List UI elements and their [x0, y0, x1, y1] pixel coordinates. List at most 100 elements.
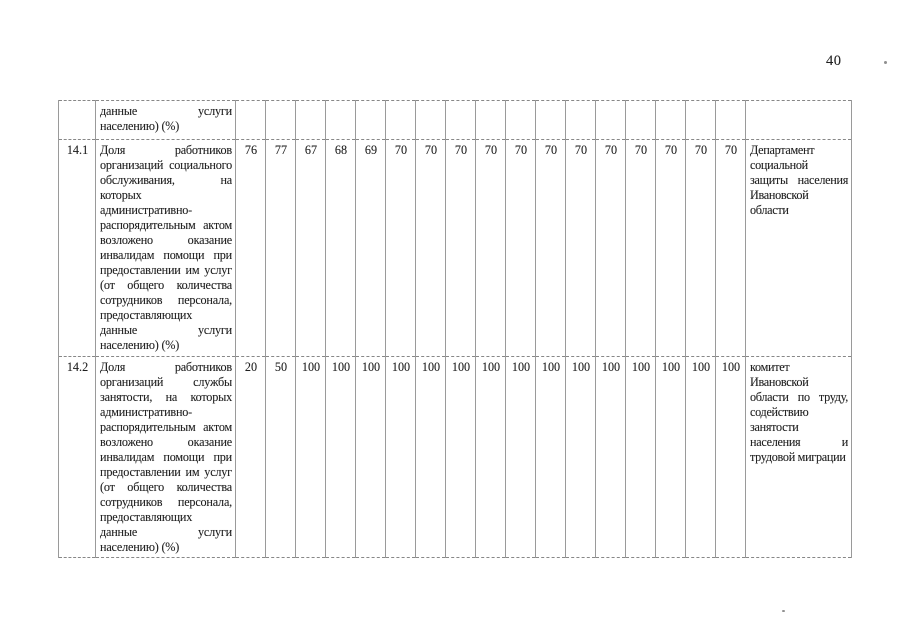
- responsible-org-cell: комитет Ивановской области по труду, содейств…: [745, 356, 852, 558]
- value-cell: [475, 100, 506, 140]
- text-line: населению) (%): [100, 119, 180, 133]
- text-line: обслуживания, на: [100, 173, 232, 187]
- value-cell: 70: [415, 139, 446, 357]
- value-cell: 100: [475, 356, 506, 558]
- text-line: Ивановской: [750, 188, 809, 202]
- text-line: возложено оказание: [100, 233, 232, 247]
- text-line: (от общего количества: [100, 480, 232, 494]
- value-cell: [625, 100, 656, 140]
- table-row: 14.1 Доля работников организаций социального…: [58, 139, 852, 357]
- page-number: 40: [826, 53, 842, 69]
- scan-speck: [884, 61, 887, 64]
- text-line: комитет: [750, 360, 790, 374]
- value-cell: 20: [235, 356, 266, 558]
- value-cell: [715, 100, 746, 140]
- value-cell: [535, 100, 566, 140]
- value-cell: [325, 100, 356, 140]
- text-line: инвалидам помощи при: [100, 450, 232, 464]
- value-cell: [565, 100, 596, 140]
- text-line: организаций социального: [100, 158, 232, 172]
- text-line: занятости, на которых: [100, 390, 232, 404]
- text-line: предоставляющих: [100, 308, 193, 322]
- text-line: населению) (%): [100, 540, 180, 554]
- responsible-org-cell: Департамент социальной защиты населения Иван…: [745, 139, 852, 357]
- value-cell: 70: [505, 139, 536, 357]
- text-line: Ивановской: [750, 375, 809, 389]
- table-row: 14.2 Доля работников организаций службы занят…: [58, 356, 852, 558]
- text-line: области: [750, 203, 789, 217]
- value-cell: [655, 100, 686, 140]
- text-line: распорядительным актом: [100, 218, 232, 232]
- value-cell: 77: [265, 139, 296, 357]
- text-line: инвалидам помощи при: [100, 248, 232, 262]
- value-cell: [235, 100, 266, 140]
- value-cell: 70: [565, 139, 596, 357]
- text-line: распорядительным актом: [100, 420, 232, 434]
- responsible-org-cell: [745, 100, 852, 140]
- text-line: Департамент: [750, 143, 815, 157]
- value-cell: 67: [295, 139, 326, 357]
- value-cell: 70: [655, 139, 686, 357]
- value-cell: [265, 100, 296, 140]
- text-line: (от общего количества: [100, 278, 232, 292]
- value-cell: [295, 100, 326, 140]
- value-cell: 70: [685, 139, 716, 357]
- value-cell: 68: [325, 139, 356, 357]
- value-cell: [415, 100, 446, 140]
- text-line: предоставлении им услуг: [100, 263, 232, 277]
- value-cell: 100: [505, 356, 536, 558]
- indicator-description-cell: Доля работников организаций социального обсл…: [95, 139, 236, 357]
- row-number-cell: 14.1: [58, 139, 96, 357]
- text-line: сотрудников персонала,: [100, 495, 232, 509]
- text-line: возложено оказание: [100, 435, 232, 449]
- text-line: области по труду,: [750, 390, 848, 404]
- value-cell: 70: [445, 139, 476, 357]
- scan-speck: [782, 610, 785, 612]
- value-cell: 100: [595, 356, 626, 558]
- text-line: предоставляющих: [100, 510, 193, 524]
- text-line: защиты населения: [750, 173, 848, 187]
- value-cell: 70: [385, 139, 416, 357]
- value-cell: 100: [415, 356, 446, 558]
- text-line: данные услуги: [100, 104, 232, 118]
- value-cell: 100: [565, 356, 596, 558]
- text-line: занятости: [750, 420, 799, 434]
- text-line: населения и: [750, 435, 848, 449]
- value-cell: 69: [355, 139, 386, 357]
- indicator-table-body: данные услуги населению) (%) 14.1 Доля работн…: [58, 100, 852, 558]
- value-cell: 100: [385, 356, 416, 558]
- value-cell: 100: [355, 356, 386, 558]
- value-cell: 100: [655, 356, 686, 558]
- value-cell: 50: [265, 356, 296, 558]
- text-line: данные услуги: [100, 525, 232, 539]
- value-cell: [385, 100, 416, 140]
- value-cell: 70: [475, 139, 506, 357]
- text-line: трудовой миграции: [750, 450, 846, 464]
- text-line: содействию: [750, 405, 809, 419]
- value-cell: [355, 100, 386, 140]
- value-cell: 70: [535, 139, 566, 357]
- value-cell: [595, 100, 626, 140]
- row-number-cell: [58, 100, 96, 140]
- row-number-cell: 14.2: [58, 356, 96, 558]
- text-line: административно-: [100, 203, 193, 217]
- value-cell: 100: [535, 356, 566, 558]
- text-line: Доля работников: [100, 143, 232, 157]
- text-line: административно-: [100, 405, 193, 419]
- value-cell: 70: [595, 139, 626, 357]
- value-cell: 100: [625, 356, 656, 558]
- text-line: социальной: [750, 158, 808, 172]
- value-cell: [685, 100, 716, 140]
- value-cell: 100: [715, 356, 746, 558]
- indicator-description-cell: данные услуги населению) (%): [95, 100, 236, 140]
- text-line: населению) (%): [100, 338, 180, 352]
- value-cell: [505, 100, 536, 140]
- value-cell: 100: [685, 356, 716, 558]
- value-cell: [445, 100, 476, 140]
- value-cell: 100: [445, 356, 476, 558]
- text-line: организаций службы: [100, 375, 232, 389]
- value-cell: 100: [325, 356, 356, 558]
- indicator-description-cell: Доля работников организаций службы занятости…: [95, 356, 236, 558]
- value-cell: 100: [295, 356, 326, 558]
